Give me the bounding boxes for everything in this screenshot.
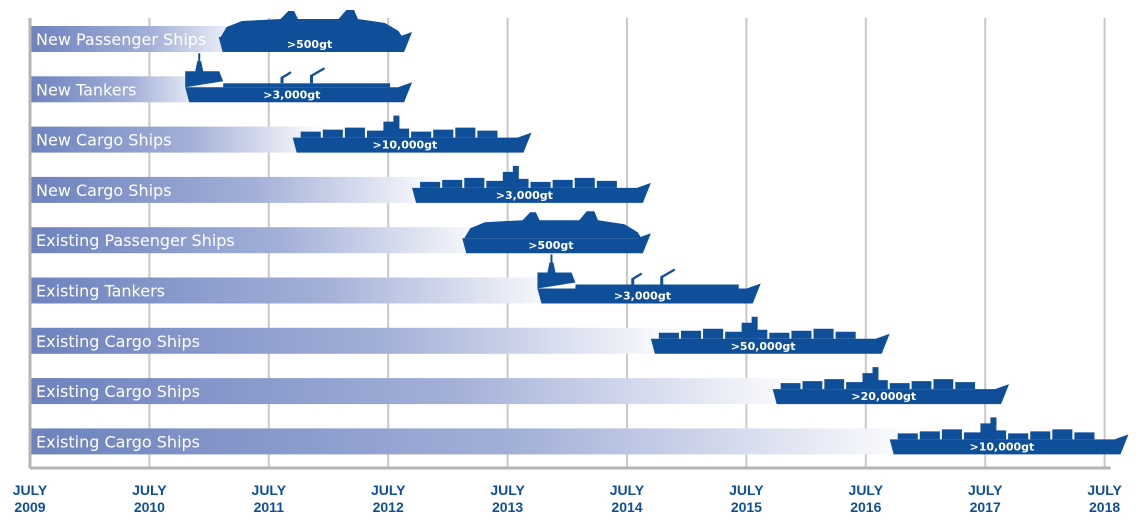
x-tick-label-month: JULY — [132, 482, 167, 498]
row-label: New Cargo Ships — [36, 181, 172, 200]
threshold-label: >3,000gt — [263, 88, 320, 101]
threshold-label: >10,000gt — [373, 139, 438, 152]
x-tick-label-month: JULY — [371, 482, 406, 498]
timeline-row: New Cargo Ships >3,000gt — [30, 165, 651, 203]
row-bar — [30, 176, 443, 203]
x-tick-label-month: JULY — [13, 482, 48, 498]
row-label: Existing Cargo Ships — [36, 432, 200, 451]
row-bar — [30, 428, 920, 455]
cargo-ship-silhouette — [889, 417, 1129, 455]
row-bar — [30, 327, 681, 354]
x-tick-label-year: 2016 — [850, 499, 881, 515]
x-tick-label-year: 2017 — [970, 499, 1001, 515]
ship-bridge — [383, 115, 400, 138]
x-tick-label-year: 2009 — [14, 499, 45, 515]
row-bar — [30, 378, 803, 405]
row-bar — [30, 126, 323, 153]
ship-crane — [660, 268, 676, 285]
x-tick-label-month: JULY — [252, 482, 287, 498]
ship-mast — [198, 53, 201, 64]
x-tick-label-year: 2014 — [611, 499, 642, 515]
row-label: Existing Cargo Ships — [36, 382, 200, 401]
ship-bridge — [980, 417, 997, 440]
row-bar — [30, 76, 216, 103]
x-tick-label-year: 2012 — [373, 499, 404, 515]
x-tick-label-month: JULY — [968, 482, 1003, 498]
row-bars: New Passenger Ships >500gt New Tankers >3,0… — [30, 10, 1129, 455]
passenger-ship-silhouette — [218, 10, 413, 52]
threshold-label: >20,000gt — [851, 390, 916, 403]
ship-deck-pipes — [223, 83, 391, 88]
timeline-row: New Passenger Ships >500gt — [30, 10, 413, 52]
x-tick-label-month: JULY — [610, 482, 645, 498]
row-label: New Tankers — [36, 80, 137, 99]
row-bar — [30, 277, 568, 304]
tanker-ship-silhouette — [537, 254, 761, 304]
timeline-row: New Cargo Ships >10,000gt — [30, 115, 532, 153]
ship-crane — [280, 71, 292, 84]
row-label: Existing Passenger Ships — [36, 231, 235, 250]
x-tick-label-year: 2015 — [731, 499, 762, 515]
threshold-label: >3,000gt — [614, 290, 671, 303]
timeline-row: Existing Cargo Ships >50,000gt — [30, 316, 890, 354]
tanker-ship-silhouette — [185, 53, 413, 103]
cargo-ship-silhouette — [772, 367, 1010, 405]
ship-crane — [631, 272, 643, 285]
threshold-label: >50,000gt — [731, 340, 796, 353]
ship-bridge — [502, 165, 519, 188]
row-label: New Cargo Ships — [36, 131, 172, 150]
cargo-ship-silhouette — [650, 316, 890, 354]
x-tick-label-year: 2011 — [254, 499, 285, 515]
x-tick-label-month: JULY — [490, 482, 525, 498]
timeline-row: Existing Cargo Ships >10,000gt — [30, 417, 1129, 455]
row-bar — [30, 26, 249, 52]
ship-superstructure — [220, 10, 403, 37]
row-bar — [30, 227, 493, 254]
ship-bridge — [741, 316, 758, 339]
ship-mast — [550, 254, 553, 265]
cargo-ship-silhouette — [412, 165, 651, 203]
ship-superstructure — [464, 211, 642, 239]
ship-accommodation — [537, 262, 576, 289]
threshold-label: >3,000gt — [496, 189, 553, 202]
x-tick-label-month: JULY — [849, 482, 884, 498]
ship-accommodation — [185, 61, 224, 88]
x-tick-label-month: JULY — [1087, 482, 1122, 498]
timeline-row: Existing Tankers >3,000gt — [30, 254, 761, 304]
threshold-label: >500gt — [287, 38, 332, 51]
x-tick-label-month: JULY — [729, 482, 764, 498]
row-label: New Passenger Ships — [36, 30, 206, 49]
ship-bridge — [862, 367, 879, 390]
row-label: Existing Cargo Ships — [36, 332, 200, 351]
ship-crane — [309, 67, 325, 84]
x-tick-label-year: 2013 — [492, 499, 523, 515]
timeline-row: Existing Passenger Ships >500gt — [30, 211, 651, 254]
timeline-row: Existing Cargo Ships >20,000gt — [30, 367, 1010, 405]
cargo-ship-silhouette — [292, 115, 532, 153]
threshold-label: >10,000gt — [970, 440, 1035, 453]
passenger-ship-silhouette — [462, 211, 651, 254]
threshold-label: >500gt — [528, 239, 573, 252]
row-label: Existing Tankers — [36, 282, 165, 301]
x-tick-label-year: 2010 — [134, 499, 165, 515]
x-axis: JULY2009JULY2010JULY2011JULY2012JULY2013… — [13, 18, 1123, 515]
ship-deck-pipes — [575, 284, 739, 289]
x-tick-label-year: 2018 — [1089, 499, 1120, 515]
timeline-row: New Tankers >3,000gt — [30, 53, 413, 103]
